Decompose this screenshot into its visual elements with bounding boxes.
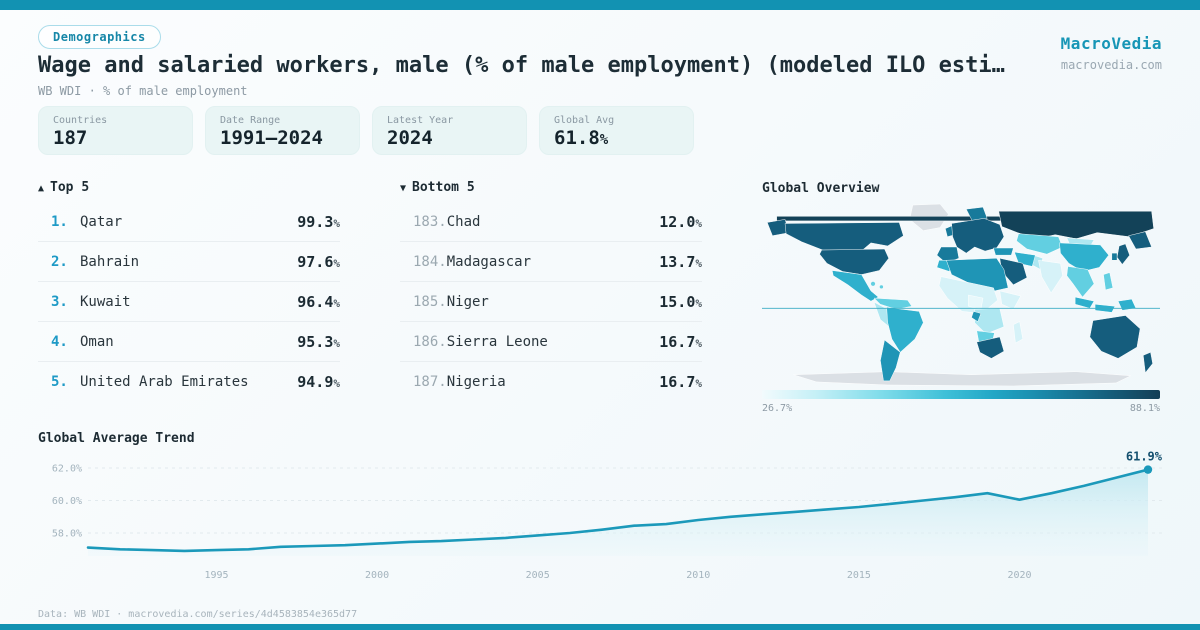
trend-section: Global Average Trend 58.0% 60.0% 62.0% 1995… bbox=[38, 431, 1162, 588]
list-item: 5. United Arab Emirates 94.9% bbox=[51, 373, 340, 391]
region-japan bbox=[1116, 243, 1130, 265]
triangle-down-icon: ▼ bbox=[400, 183, 407, 194]
region-australia bbox=[1089, 315, 1141, 359]
region-korea bbox=[1111, 252, 1118, 261]
stat-value: 1991—2024 bbox=[220, 127, 323, 149]
svg-text:2015: 2015 bbox=[847, 570, 871, 581]
region-mexico bbox=[831, 270, 879, 302]
region-indonesia bbox=[1074, 296, 1095, 309]
region-caribbean bbox=[870, 281, 876, 286]
region-southeast-asia bbox=[1066, 266, 1095, 298]
trend-chart: 58.0% 60.0% 62.0% 1995 2000 2005 2010 2015 2020 6… bbox=[52, 450, 1162, 581]
region-russia-far-east bbox=[1128, 231, 1152, 250]
page-title: Wage and salaried workers, male (% of ma… bbox=[38, 53, 1005, 78]
list-item: 186. Sierra Leone 16.7% bbox=[400, 322, 702, 362]
stat-card-global-avg: Global Avg 61.8% bbox=[539, 106, 694, 155]
region-europe bbox=[951, 218, 1005, 254]
svg-text:2020: 2020 bbox=[1007, 570, 1031, 581]
map-title: Global Overview bbox=[762, 181, 880, 196]
global-overview-section: Global Overview bbox=[762, 181, 1160, 414]
list-item: 2. Bahrain 97.6% bbox=[38, 242, 340, 282]
region-brazil bbox=[886, 307, 924, 353]
trend-chart-title: Global Average Trend bbox=[38, 431, 195, 446]
legend-max-label: 88.1% bbox=[1129, 403, 1160, 414]
region-madagascar bbox=[1013, 321, 1024, 344]
stat-label: Global Avg bbox=[554, 115, 615, 126]
region-congo bbox=[974, 308, 1005, 335]
region-philippines bbox=[1103, 272, 1114, 291]
stat-label: Date Range bbox=[220, 115, 281, 126]
top5-title: Top 5 bbox=[50, 180, 90, 195]
region-colombia-venezuela bbox=[873, 297, 913, 310]
region-usa bbox=[819, 248, 889, 275]
region-argentina-chile bbox=[880, 339, 901, 382]
svg-text:2000: 2000 bbox=[365, 570, 389, 581]
brand-url: macrovedia.com bbox=[1060, 58, 1162, 72]
top5-header: ▲ Top 5 bbox=[38, 180, 340, 202]
region-central-asia bbox=[1016, 233, 1063, 255]
top-accent-bar bbox=[0, 0, 1200, 10]
list-item: 187. Nigeria 16.7% bbox=[413, 373, 702, 391]
choropleth-legend-labels: 26.7% 88.1% bbox=[762, 403, 1160, 414]
region-gabon bbox=[971, 311, 982, 322]
top5-list: ▲ Top 5 1. Qatar 99.3% 2. Bahrain 97.6% 3. Kuw… bbox=[38, 180, 340, 402]
choropleth-legend-gradient bbox=[762, 390, 1160, 399]
svg-text:60.0%: 60.0% bbox=[52, 496, 82, 507]
region-canada bbox=[784, 222, 904, 251]
footer-source-text: Data: WB WDI · macrovedia.com/series/4d4… bbox=[38, 609, 358, 620]
svg-text:1995: 1995 bbox=[204, 570, 228, 581]
bottom5-title: Bottom 5 bbox=[412, 180, 475, 195]
svg-text:2005: 2005 bbox=[526, 570, 550, 581]
region-north-africa bbox=[946, 257, 1009, 292]
brand-name: MacroVedia bbox=[1060, 34, 1162, 53]
triangle-up-icon: ▲ bbox=[38, 183, 45, 194]
bottom5-list: ▼ Bottom 5 183. Chad 12.0% 184. Madagascar 13… bbox=[400, 180, 702, 402]
stat-card-date-range: Date Range 1991—2024 bbox=[205, 106, 360, 155]
region-south-africa bbox=[976, 336, 1005, 359]
stat-card-latest-year: Latest Year 2024 bbox=[372, 106, 527, 155]
category-badge: Demographics bbox=[38, 25, 161, 49]
trend-end-value-label: 61.9% bbox=[1126, 450, 1162, 464]
region-antarctica bbox=[793, 371, 1131, 386]
stat-value: 61.8% bbox=[554, 127, 609, 149]
stat-label: Countries bbox=[53, 115, 108, 126]
list-item: 1. Qatar 99.3% bbox=[38, 202, 340, 242]
svg-text:2010: 2010 bbox=[686, 570, 710, 581]
region-india bbox=[1038, 260, 1063, 294]
stat-value: 2024 bbox=[387, 127, 433, 149]
world-map bbox=[762, 203, 1160, 386]
svg-text:62.0%: 62.0% bbox=[52, 464, 82, 475]
list-item: 184. Madagascar 13.7% bbox=[400, 242, 702, 282]
stat-label: Latest Year bbox=[387, 115, 454, 126]
legend-min-label: 26.7% bbox=[762, 403, 793, 414]
stat-cards: Countries 187 Date Range 1991—2024 Lates… bbox=[38, 106, 694, 155]
region-caribbean bbox=[879, 285, 884, 289]
brand-block: MacroVedia macrovedia.com bbox=[1061, 34, 1162, 72]
region-turkey bbox=[993, 247, 1014, 256]
region-china bbox=[1059, 242, 1109, 272]
region-horn-of-africa bbox=[999, 290, 1021, 310]
list-item: 3. Kuwait 96.4% bbox=[38, 282, 340, 322]
bottom-accent-bar bbox=[0, 624, 1200, 630]
stat-value: 187 bbox=[53, 127, 88, 149]
page-subtitle: WB WDI · % of male employment bbox=[38, 84, 248, 98]
list-item: 185. Niger 15.0% bbox=[400, 282, 702, 322]
list-item: 183. Chad 12.0% bbox=[400, 202, 702, 242]
bottom5-header: ▼ Bottom 5 bbox=[400, 180, 702, 202]
stat-card-countries: Countries 187 bbox=[38, 106, 193, 155]
list-item: 4. Oman 95.3% bbox=[38, 322, 340, 362]
region-new-zealand bbox=[1143, 352, 1153, 373]
svg-text:58.0%: 58.0% bbox=[52, 529, 82, 540]
